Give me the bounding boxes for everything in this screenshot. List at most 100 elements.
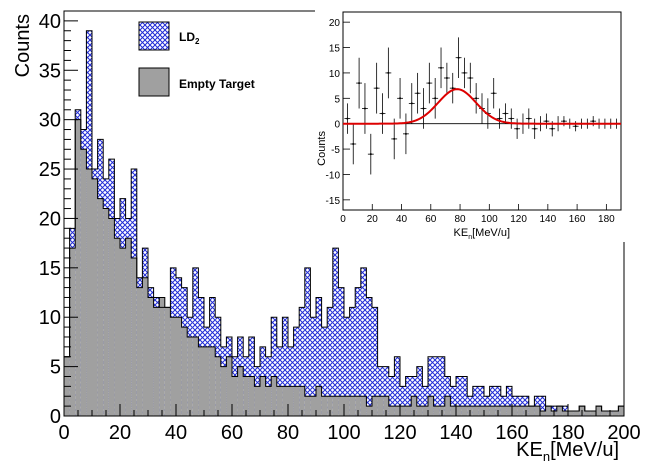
x-axis-title: KEn[MeV/u] (516, 439, 619, 464)
histogram-bin (304, 396, 311, 416)
y-tick-label: 5 (50, 357, 61, 379)
histogram-bin (416, 366, 423, 416)
histogram-bin (209, 346, 216, 416)
inset-data-point (508, 108, 515, 129)
y-tick-label: 25 (39, 159, 61, 181)
inset-x-tick-label: 140 (539, 214, 556, 225)
histogram-bin (187, 336, 193, 416)
histogram-bin (349, 307, 356, 416)
histogram-bin (612, 411, 619, 416)
histogram-bin (276, 386, 283, 416)
x-tick-label: 80 (277, 422, 299, 444)
histogram-bin (433, 356, 440, 416)
inset-y-tick-label: 10 (329, 69, 341, 80)
inset-data-point (344, 103, 351, 134)
histogram-bin (394, 406, 400, 416)
x-tick-label: 160 (495, 422, 528, 444)
inset-data-point (490, 78, 497, 109)
ld2-histogram-outline (63, 30, 625, 416)
inset-x-tick-label: 100 (481, 214, 498, 225)
histogram-bin (204, 346, 210, 416)
histogram-bin (80, 149, 87, 417)
legend-swatch-empty-target (138, 67, 170, 97)
histogram-bin (148, 297, 154, 416)
empty-target-histogram-outline (63, 119, 625, 416)
histogram-bin (540, 411, 546, 416)
inset-x-tick-label: 120 (510, 214, 527, 225)
histogram-bin (618, 406, 624, 416)
inset-x-tick-label: 160 (569, 214, 586, 225)
inset-y-tick-label: -15 (326, 196, 341, 207)
histogram-bin (416, 406, 423, 416)
histogram-bin (456, 376, 462, 416)
histogram-bin (506, 406, 512, 416)
histogram-bin (103, 208, 109, 416)
histogram-bin (271, 376, 277, 416)
histogram-bin (366, 406, 372, 416)
histogram-bin (248, 376, 255, 416)
histogram-bin (192, 336, 199, 416)
histogram-bin (299, 307, 305, 416)
inset-data-point (356, 57, 363, 109)
histogram-bin (377, 366, 384, 416)
histogram-bin (288, 386, 294, 416)
inset-data-point (420, 88, 427, 129)
histogram-bin (142, 277, 148, 416)
histogram-bin (215, 356, 221, 416)
histogram-bin (461, 406, 468, 416)
histogram-bin (293, 327, 300, 416)
inset-y-tick-label: -5 (331, 145, 340, 156)
inset-y-tick-label: 5 (334, 94, 340, 105)
inset-data-point (373, 62, 380, 114)
inset-y-axis-title: Counts (316, 131, 328, 166)
inset-data-point (543, 113, 550, 129)
histogram-bin (304, 267, 311, 416)
histogram-bin (288, 346, 294, 416)
inset-data-point (379, 93, 386, 134)
histogram-bin (456, 406, 462, 416)
histogram-bin (489, 386, 496, 416)
x-tick-label: 0 (58, 422, 69, 444)
histogram-bin (556, 406, 563, 416)
histogram-bin (108, 218, 115, 416)
legend-swatch-ld2 (138, 21, 170, 51)
histogram-bin (461, 376, 468, 416)
histogram-bin (601, 411, 608, 416)
histogram-bin (198, 346, 204, 416)
y-tick-label: 10 (39, 307, 61, 329)
y-tick-label: 15 (39, 258, 61, 280)
inset-data-point (467, 62, 474, 94)
inset-y-tick-label: 0 (334, 120, 340, 131)
inset-data-point (408, 83, 415, 124)
inset-data-point (402, 113, 409, 155)
histogram-bin (472, 386, 479, 416)
histogram-bin (383, 366, 389, 416)
inset-x-tick-label: 20 (367, 214, 379, 225)
histogram-bin (164, 307, 171, 416)
histogram-bin (528, 406, 535, 416)
histogram-bin (332, 248, 339, 416)
x-tick-label: 120 (383, 422, 416, 444)
histogram-bin (69, 248, 76, 416)
inset-axis-ticks: 0 20 40 60 80 100 120 140 160 180 -15 -10 -5 0 5 10 15 20 (326, 18, 616, 225)
histogram-bin (495, 386, 501, 416)
x-tick-label: 40 (165, 422, 187, 444)
inset-x-tick-label: 60 (425, 214, 437, 225)
histogram-bin (478, 386, 484, 416)
inset-data-point (397, 78, 403, 119)
histogram-bin (534, 406, 540, 416)
histogram-bin (444, 396, 451, 416)
histogram-bin (97, 198, 104, 416)
histogram-bin (422, 386, 428, 416)
histogram-bin (159, 297, 165, 416)
histogram-bin (276, 346, 283, 416)
histogram-bin (120, 248, 126, 416)
inset-y-tick-label: -10 (326, 170, 341, 181)
histogram-bin (176, 317, 182, 416)
histogram-bin (92, 178, 98, 416)
inset-x-axis-title: KEn[MeV/u] (454, 227, 511, 241)
histogram-bin (232, 376, 238, 416)
histogram-bin (366, 297, 372, 416)
inset-data-point (362, 83, 368, 134)
